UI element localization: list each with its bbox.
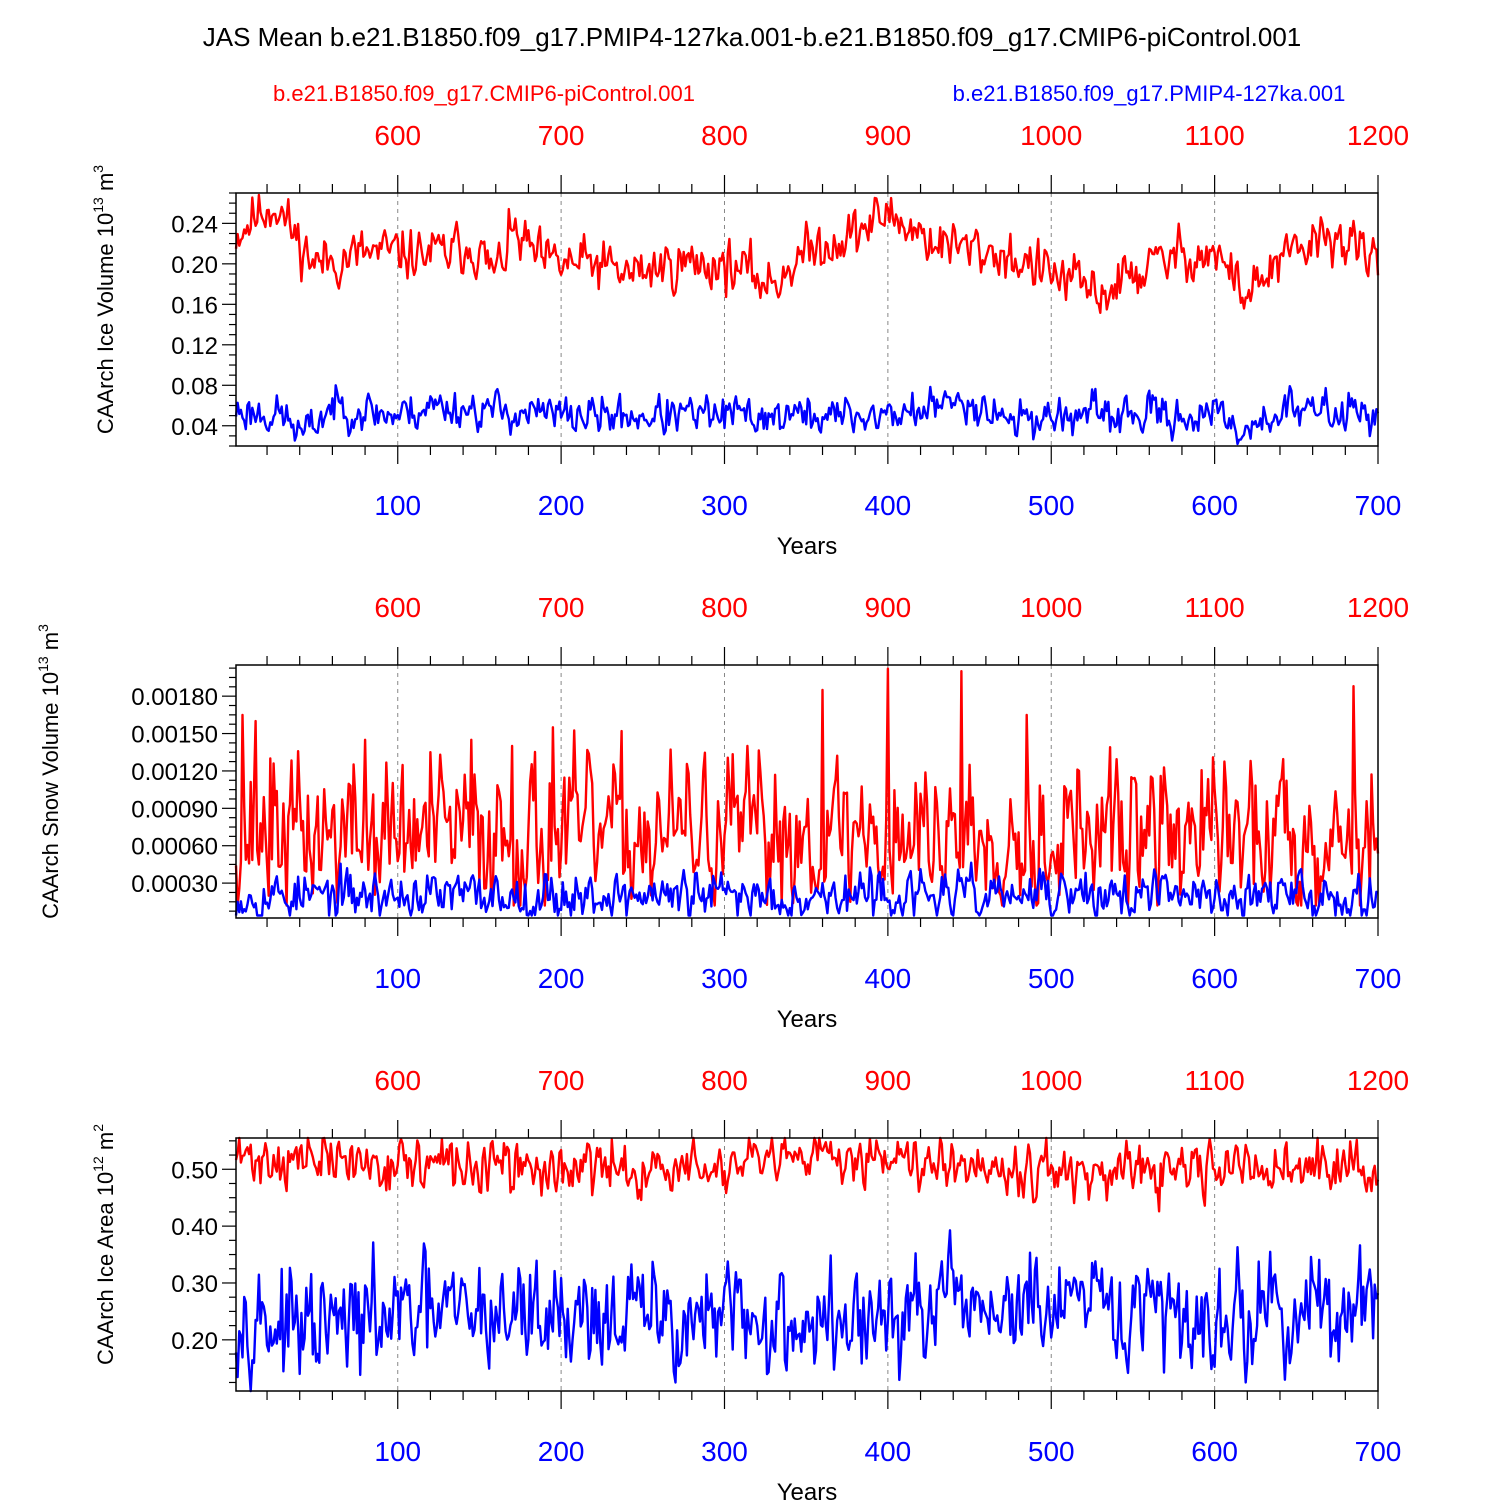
bottom-tick-label: 300 [701,1436,748,1467]
top-tick-label: 800 [701,592,748,623]
bottom-tick-label: 400 [865,963,912,994]
series-line-control [234,1136,1380,1213]
bottom-tick-label: 400 [865,490,912,521]
y-tick-label: 0.20 [171,1328,218,1355]
top-tick-label: 900 [865,120,912,151]
top-tick-label: 900 [865,592,912,623]
bottom-tick-label: 200 [538,1436,585,1467]
y-tick-label: 0.20 [171,252,218,279]
top-tick-label: 600 [374,120,421,151]
series-line-pmip [234,384,1380,446]
top-tick-label: 600 [374,592,421,623]
top-tick-label: 1000 [1020,120,1082,151]
y-tick-label: 0.16 [171,292,218,319]
bottom-tick-label: 600 [1191,490,1238,521]
top-tick-label: 1100 [1185,592,1245,623]
top-tick-label: 1200 [1347,592,1409,623]
top-tick-label: 700 [538,120,585,151]
plot-frame [235,192,1379,447]
y-tick-label: 0.00180 [131,684,218,711]
legend-control: b.e21.B1850.f09_g17.CMIP6-piControl.001 [273,81,695,106]
top-tick-label: 900 [865,1065,912,1096]
x-axis-label: Years [777,1479,838,1500]
plot-frame [235,1137,1379,1392]
top-tick-label: 800 [701,120,748,151]
top-tick-label: 700 [538,592,585,623]
bottom-tick-label: 400 [865,1436,912,1467]
top-tick-label: 800 [701,1065,748,1096]
top-tick-label: 1000 [1020,1065,1082,1096]
bottom-tick-label: 600 [1191,1436,1238,1467]
top-tick-label: 1200 [1347,1065,1409,1096]
bottom-tick-label: 700 [1355,1436,1402,1467]
y-tick-label: 0.40 [171,1214,218,1241]
bottom-tick-label: 700 [1355,490,1402,521]
y-tick-label: 0.12 [171,333,218,360]
plot-frame [235,664,1379,919]
y-axis-label: CAArch Snow Volume 1013 m3 [35,624,63,919]
bottom-tick-label: 500 [1028,490,1075,521]
y-tick-label: 0.00120 [131,759,218,786]
y-tick-label: 0.00060 [131,834,218,861]
bottom-tick-label: 200 [538,963,585,994]
series-line-control [234,193,1380,314]
bottom-tick-label: 300 [701,490,748,521]
top-tick-label: 1100 [1185,120,1245,151]
y-tick-label: 0.00030 [131,871,218,898]
legend-pmip: b.e21.B1850.f09_g17.PMIP4-127ka.001 [953,81,1346,106]
y-axis-label: CAArch Ice Area 1012 m2 [90,1124,118,1365]
top-tick-label: 1100 [1185,1065,1245,1096]
bottom-tick-label: 300 [701,963,748,994]
y-tick-label: 0.04 [171,414,218,441]
bottom-tick-label: 500 [1028,1436,1075,1467]
y-tick-label: 0.00090 [131,796,218,823]
chart-panel-3: 100 200 300 400 500 600 700 600 700 800 900 1000 110… [90,1065,1409,1500]
y-tick-label: 0.30 [171,1271,218,1298]
chart-panel-2: 100 200 300 400 500 600 700 600 700 800 900 1000 110… [35,592,1409,1033]
bottom-tick-label: 500 [1028,963,1075,994]
series-line-pmip [234,1229,1380,1393]
y-tick-label: 0.50 [171,1157,218,1184]
bottom-tick-label: 600 [1191,963,1238,994]
y-tick-label: 0.08 [171,373,218,400]
bottom-tick-label: 100 [374,1436,421,1467]
chart-panel-1: 100 200 300 400 500 600 700 600 700 800 900 1000 110… [90,120,1409,560]
top-tick-label: 1000 [1020,592,1082,623]
bottom-tick-label: 100 [374,963,421,994]
top-tick-label: 1200 [1347,120,1409,151]
y-tick-label: 0.24 [171,211,218,238]
bottom-tick-label: 100 [374,490,421,521]
bottom-tick-label: 200 [538,490,585,521]
series-line-pmip [234,861,1379,917]
top-tick-label: 600 [374,1065,421,1096]
y-tick-label: 0.00150 [131,722,218,749]
top-tick-label: 700 [538,1065,585,1096]
main-title: JAS Mean b.e21.B1850.f09_g17.PMIP4-127ka… [203,22,1302,52]
y-axis-label: CAArch Ice Volume 1013 m3 [90,165,118,434]
x-axis-label: Years [777,1006,838,1033]
series-line-control [234,667,1380,907]
bottom-tick-label: 700 [1355,963,1402,994]
x-axis-label: Years [777,533,838,560]
